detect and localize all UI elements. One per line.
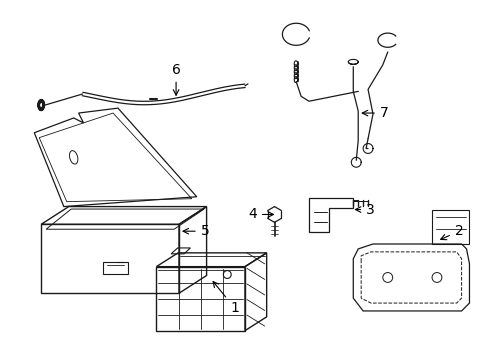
Text: 6: 6 bbox=[171, 63, 180, 95]
Text: 2: 2 bbox=[440, 224, 463, 240]
Text: 5: 5 bbox=[183, 224, 209, 238]
Text: 4: 4 bbox=[247, 207, 273, 221]
Text: 3: 3 bbox=[355, 203, 374, 216]
Text: 1: 1 bbox=[213, 282, 239, 315]
Text: 7: 7 bbox=[362, 106, 388, 120]
